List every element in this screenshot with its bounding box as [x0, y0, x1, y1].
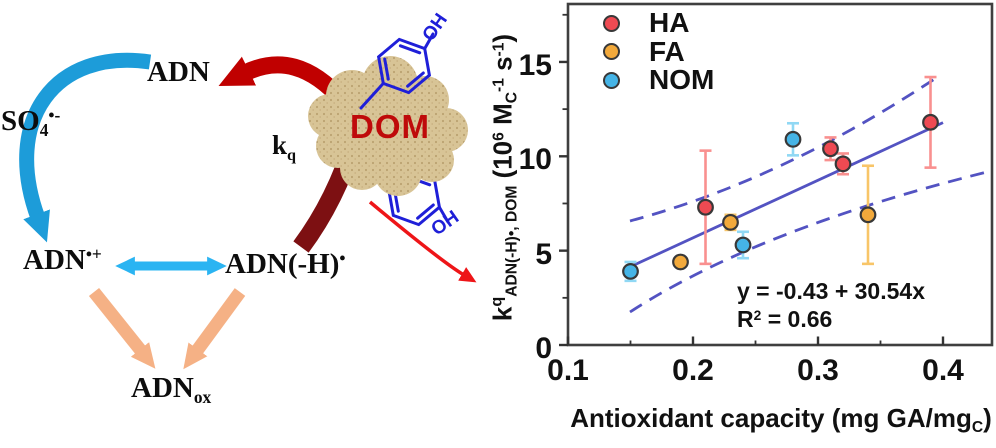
- pointer-arrow-to-plot: [368, 200, 477, 283]
- legend-label: HA: [649, 7, 690, 39]
- legend-item-NOM: NOM: [598, 64, 715, 96]
- data-point-NOM: [622, 263, 639, 280]
- label-adn: ADN: [147, 56, 210, 88]
- x-tick-label: 0.1: [547, 354, 589, 387]
- decay-arrow-right: [183, 288, 246, 370]
- label-adn-radical-cation: ADN•+: [23, 243, 102, 276]
- dom-cloud: [308, 56, 468, 196]
- x-tick-label: 0.3: [797, 354, 839, 387]
- label-adn-ox: ADNox: [131, 372, 212, 407]
- data-point-FA: [722, 213, 739, 231]
- decay-arrow-left: [88, 287, 156, 369]
- legend-label: FA: [649, 35, 685, 67]
- data-point-FA: [672, 253, 689, 271]
- data-point-FA: [859, 206, 877, 224]
- legend-dot-HA: [603, 14, 620, 32]
- legend-label: NOM: [649, 64, 715, 96]
- phenol-molecule-top: [359, 32, 435, 110]
- y-tick-label: 15: [518, 48, 552, 82]
- confidence-band-lower: [629, 169, 992, 314]
- reaction-scheme: [19, 32, 477, 370]
- oh-bond: [437, 205, 450, 224]
- data-point-HA: [822, 140, 839, 158]
- plot-frame: [566, 2, 994, 347]
- data-point-NOM: [784, 130, 802, 148]
- chart-data-layer: [559, 13, 945, 347]
- y-tick-label: 0: [535, 332, 552, 365]
- fit-equation: y = -0.43 + 30.54x: [737, 278, 925, 304]
- fit-r-squared: R2 = 0.66: [737, 306, 833, 332]
- y-tick-label: 10: [518, 143, 552, 177]
- label-adn-minus-h: ADN(-H)•: [225, 247, 346, 280]
- legend-dot-NOM: [603, 71, 620, 89]
- label-so4-radical: SO4•-: [1, 104, 61, 140]
- x-tick-label: 0.2: [672, 354, 714, 387]
- regression-line: [629, 121, 944, 268]
- legend: HA FA NOM: [598, 7, 715, 96]
- x-axis-label: Antioxidant capacity (mg GA/mgC): [570, 403, 992, 437]
- scatter-plot: [559, 2, 994, 347]
- legend-item-HA: HA: [598, 7, 714, 39]
- data-point-HA: [834, 155, 852, 173]
- data-point-NOM: [734, 236, 752, 254]
- x-tick-label: 0.4: [922, 354, 964, 387]
- label-kq: kq: [272, 130, 297, 164]
- legend-item-FA: FA: [598, 35, 714, 67]
- data-point-HA: [922, 113, 939, 131]
- legend-dot-FA: [603, 43, 620, 61]
- label-dom: DOM: [350, 108, 430, 145]
- y-tick-label: 5: [535, 237, 552, 271]
- so4-oxidation-arrow: [19, 52, 152, 243]
- oh-bond: [423, 32, 435, 51]
- confidence-band-upper: [629, 76, 937, 223]
- data-point-HA: [697, 198, 714, 216]
- methyl-bond: [359, 81, 385, 110]
